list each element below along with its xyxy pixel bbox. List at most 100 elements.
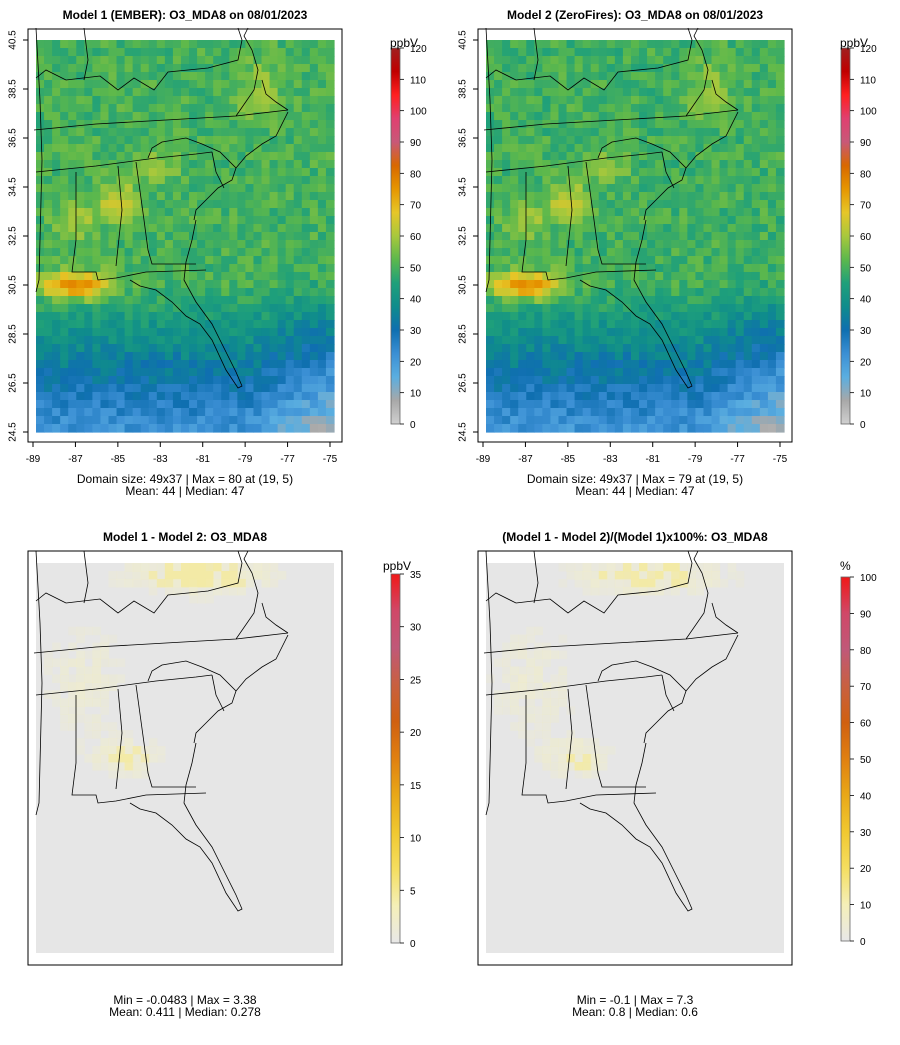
y-tick-label: 36.5 [458,128,469,148]
colorbar: % 0 10 20 30 40 50 60 70 80 90 100 [840,559,877,948]
colorbar-tick-label: 10 [410,834,422,845]
colorbar-tick-label: 90 [860,138,872,149]
stats-line-2: Mean: 0.411 | Median: 0.278 [109,1005,261,1019]
colorbar-tick-label: 0 [860,420,866,431]
x-tick-label: -83 [603,454,618,465]
heatmap-grid [486,563,784,953]
colorbar-tick-label: 40 [410,295,422,306]
y-tick-label: 32.5 [458,226,469,246]
colorbar-ramp [840,576,851,942]
state-boundaries [483,550,739,912]
state-boundaries [33,27,289,389]
colorbar-unit: ppbV [383,559,411,573]
x-tick-label: -75 [323,454,338,465]
colorbar-tick-label: 40 [860,791,872,802]
colorbar-unit: ppbV [390,36,418,50]
panel-difference: Model 1 - Model 2: O3_MDA8 Min = -0.0483… [27,530,422,1019]
colorbar: ppbV 0 10 20 30 40 50 60 70 80 90 100 110 120 [840,36,877,431]
colorbar-tick-label: 30 [410,326,422,337]
colorbar: ppbV 0 10 20 30 40 50 60 70 80 90 100 110 120 [390,36,427,431]
colorbar-tick-label: 100 [410,107,427,118]
x-tick-label: -85 [561,454,576,465]
stats-line-1: Min = -0.1 | Max = 7.3 [577,993,694,1007]
y-tick-label: 28.5 [8,324,19,344]
y-tick-label: 26.5 [458,373,469,393]
stats-line-1: Min = -0.0483 | Max = 3.38 [113,993,257,1007]
x-tick-label: -81 [645,454,660,465]
colorbar-tick-label: 120 [410,44,427,55]
heatmap-grid [486,40,785,433]
colorbar-tick-label: 10 [860,389,872,400]
x-tick-label: -83 [153,454,168,465]
y-tick-label: 34.5 [458,177,469,197]
colorbar-tick-label: 35 [410,570,422,581]
colorbar-ramp [840,47,851,425]
colorbar-tick-label: 80 [860,169,872,180]
x-tick-label: -85 [111,454,126,465]
x-tick-label: -87 [518,454,533,465]
colorbar-tick-label: 100 [860,107,877,118]
colorbar-tick-label: 20 [860,864,872,875]
colorbar-tick-label: 10 [860,901,872,912]
stats-line-2: Mean: 44 | Median: 47 [125,484,245,498]
colorbar-tick-label: 30 [860,828,872,839]
y-tick-label: 32.5 [8,226,19,246]
panel-title: Model 1 (EMBER): O3_MDA8 on 08/01/2023 [63,8,308,22]
colorbar-tick-label: 50 [860,263,872,274]
colorbar-tick-label: 20 [410,357,422,368]
state-boundaries [33,550,289,912]
y-tick-label: 40.5 [8,30,19,50]
y-tick-label: 28.5 [458,324,469,344]
x-tick-label: -89 [476,454,491,465]
x-tick-label: -79 [688,454,703,465]
colorbar: ppbV 0 5 10 15 20 25 30 35 [383,559,422,950]
colorbar-tick-label: 40 [860,295,872,306]
y-tick-label: 30.5 [8,275,19,295]
panel-percent-difference: (Model 1 - Model 2)/(Model 1)x100%: O3_M… [477,530,877,1019]
y-tick-label: 24.5 [458,422,469,442]
colorbar-tick-label: 60 [860,232,872,243]
colorbar-tick-label: 15 [410,781,422,792]
colorbar-tick-label: 90 [860,609,872,620]
x-tick-label: -89 [26,454,41,465]
colorbar-unit: ppbV [840,36,868,50]
stats-line-1: Domain size: 49x37 | Max = 80 at (19, 5) [77,472,293,486]
colorbar-tick-label: 25 [410,675,422,686]
x-tick-label: -75 [773,454,788,465]
colorbar-tick-label: 90 [410,138,422,149]
y-axis-ticks: 24.5 26.5 28.5 30.5 32.5 34.5 36.5 38.5 40.5 [458,30,478,442]
x-axis-ticks: -89 -87 -85 -83 -81 -79 -77 -75 [476,442,788,465]
state-boundaries [483,27,739,389]
colorbar-tick-label: 30 [860,326,872,337]
x-axis-ticks: -89 -87 -85 -83 -81 -79 -77 -75 [26,442,338,465]
colorbar-tick-label: 60 [860,719,872,730]
y-axis-ticks: 24.5 26.5 28.5 30.5 32.5 34.5 36.5 38.5 40.5 [8,30,28,442]
colorbar-tick-label: 0 [860,937,866,948]
stats-line-1: Domain size: 49x37 | Max = 79 at (19, 5) [527,472,743,486]
y-tick-label: 24.5 [8,422,19,442]
x-tick-label: -81 [195,454,210,465]
stats-line-2: Mean: 44 | Median: 47 [575,484,695,498]
y-tick-label: 40.5 [458,30,469,50]
y-tick-label: 30.5 [458,275,469,295]
heatmap-grid [36,40,335,433]
colorbar-tick-label: 60 [410,232,422,243]
y-tick-label: 38.5 [8,79,19,99]
colorbar-tick-label: 5 [410,886,416,897]
colorbar-ramp [390,47,401,425]
panel-model1: Model 1 (EMBER): O3_MDA8 on 08/01/2023 -… [8,8,427,498]
panel-title: Model 1 - Model 2: O3_MDA8 [103,530,267,544]
panel-title: (Model 1 - Model 2)/(Model 1)x100%: O3_M… [502,530,768,544]
panel-title: Model 2 (ZeroFires): O3_MDA8 on 08/01/20… [507,8,763,22]
colorbar-tick-label: 80 [860,646,872,657]
colorbar-tick-label: 80 [410,169,422,180]
y-tick-label: 38.5 [458,79,469,99]
colorbar-unit: % [840,559,851,573]
heatmap-grid [36,563,334,953]
colorbar-ramp [390,573,401,944]
x-tick-label: -77 [730,454,745,465]
colorbar-tick-label: 110 [860,75,876,86]
colorbar-tick-label: 0 [410,939,416,950]
x-tick-label: -87 [68,454,83,465]
